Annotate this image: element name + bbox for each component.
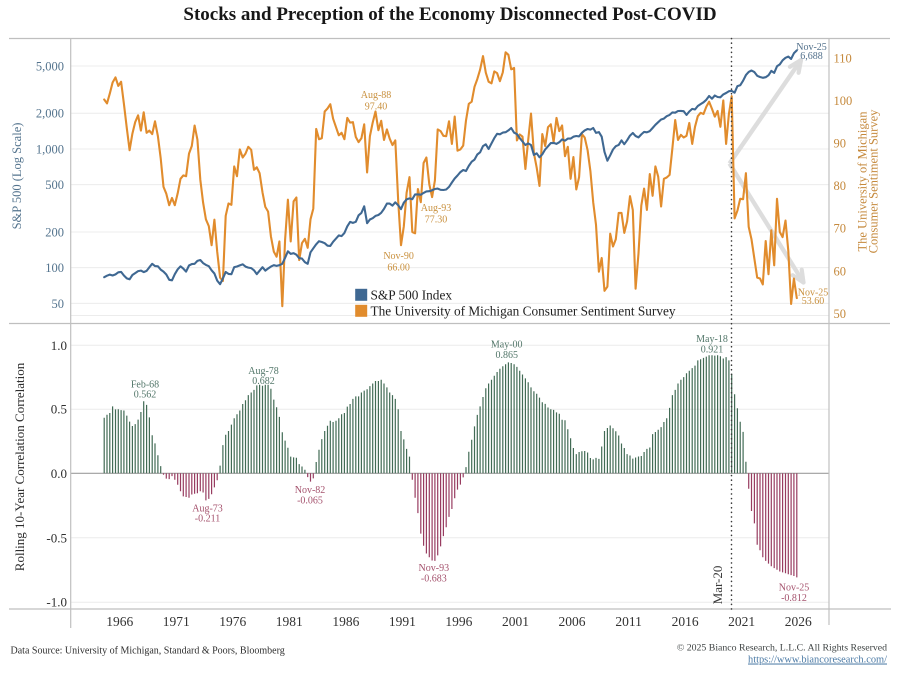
svg-text:Feb-68: Feb-68 xyxy=(131,380,159,391)
svg-text:1,000: 1,000 xyxy=(36,143,64,157)
svg-text:2021: 2021 xyxy=(728,614,755,629)
svg-text:Nov-93: Nov-93 xyxy=(419,563,450,574)
svg-text:S&P 500 Index: S&P 500 Index xyxy=(371,287,453,302)
svg-text:© 2025 Bianco Research, L.L.C.: © 2025 Bianco Research, L.L.C. All Right… xyxy=(677,643,887,654)
svg-text:0.562: 0.562 xyxy=(134,390,157,401)
svg-text:70: 70 xyxy=(834,222,847,236)
svg-text:0.0: 0.0 xyxy=(51,466,67,481)
svg-text:Nov-25: Nov-25 xyxy=(796,42,827,53)
svg-text:Consumer Sentiment Survey: Consumer Sentiment Survey xyxy=(867,109,881,253)
svg-text:1.0: 1.0 xyxy=(51,338,67,353)
svg-text:-0.683: -0.683 xyxy=(421,574,447,585)
svg-text:53.60: 53.60 xyxy=(802,296,825,307)
svg-text:https://www.biancoresearch.com: https://www.biancoresearch.com/ xyxy=(748,655,887,666)
svg-text:2026: 2026 xyxy=(785,614,812,629)
svg-text:2016: 2016 xyxy=(672,614,699,629)
svg-text:2,000: 2,000 xyxy=(36,107,64,121)
svg-text:0.682: 0.682 xyxy=(252,376,275,387)
svg-text:Aug-88: Aug-88 xyxy=(361,90,392,101)
svg-text:Aug-78: Aug-78 xyxy=(248,366,279,377)
svg-text:The University of Michigan: The University of Michigan xyxy=(856,111,870,252)
svg-text:100: 100 xyxy=(45,261,64,275)
svg-text:66.00: 66.00 xyxy=(387,263,410,274)
svg-text:-0.5: -0.5 xyxy=(46,530,67,545)
svg-text:0.921: 0.921 xyxy=(701,345,724,356)
svg-text:77.30: 77.30 xyxy=(425,215,448,226)
svg-text:Data Source: University of Mic: Data Source: University of Michigan, Sta… xyxy=(11,646,285,657)
svg-text:May-18: May-18 xyxy=(696,334,728,345)
svg-text:200: 200 xyxy=(45,226,64,240)
svg-text:1996: 1996 xyxy=(445,614,472,629)
svg-text:-0.812: -0.812 xyxy=(781,593,807,604)
svg-text:110: 110 xyxy=(834,51,852,65)
svg-text:1966: 1966 xyxy=(106,614,133,629)
svg-text:Aug-93: Aug-93 xyxy=(421,203,452,214)
svg-text:90: 90 xyxy=(834,137,847,151)
svg-text:1991: 1991 xyxy=(389,614,416,629)
svg-text:May-00: May-00 xyxy=(491,339,523,350)
svg-text:Nov-25: Nov-25 xyxy=(798,288,829,299)
svg-text:80: 80 xyxy=(834,179,847,193)
svg-text:60: 60 xyxy=(834,264,847,278)
svg-text:Nov-90: Nov-90 xyxy=(383,251,414,262)
svg-text:Stocks and Preception of the E: Stocks and Preception of the Economy Dis… xyxy=(183,4,716,25)
svg-text:-0.065: -0.065 xyxy=(297,496,323,507)
svg-text:Aug-73: Aug-73 xyxy=(192,504,223,515)
svg-text:0.5: 0.5 xyxy=(51,402,67,417)
svg-text:-0.211: -0.211 xyxy=(195,514,220,525)
svg-text:2011: 2011 xyxy=(615,614,642,629)
svg-text:Mar-20: Mar-20 xyxy=(710,566,725,605)
svg-text:0.865: 0.865 xyxy=(495,350,518,361)
svg-text:50: 50 xyxy=(834,307,847,321)
svg-text:Rolling 10-Year Correlation Co: Rolling 10-Year Correlation Correlation xyxy=(12,362,27,571)
svg-text:1971: 1971 xyxy=(163,614,190,629)
svg-text:6,688: 6,688 xyxy=(800,51,823,62)
svg-text:1986: 1986 xyxy=(332,614,359,629)
svg-text:2006: 2006 xyxy=(559,614,586,629)
svg-text:2001: 2001 xyxy=(502,614,529,629)
svg-text:1976: 1976 xyxy=(219,614,246,629)
svg-text:1981: 1981 xyxy=(276,614,303,629)
svg-text:The University of Michigan Con: The University of Michigan Consumer Sent… xyxy=(371,303,676,318)
svg-text:S&P 500 (Log Scale): S&P 500 (Log Scale) xyxy=(10,123,24,230)
svg-text:-1.0: -1.0 xyxy=(46,594,67,609)
svg-text:Nov-25: Nov-25 xyxy=(779,583,810,594)
svg-text:100: 100 xyxy=(834,94,853,108)
svg-text:97.40: 97.40 xyxy=(365,102,388,113)
svg-text:5,000: 5,000 xyxy=(36,60,64,74)
svg-text:500: 500 xyxy=(45,178,64,192)
svg-text:50: 50 xyxy=(52,297,65,311)
svg-text:Nov-82: Nov-82 xyxy=(295,485,326,496)
